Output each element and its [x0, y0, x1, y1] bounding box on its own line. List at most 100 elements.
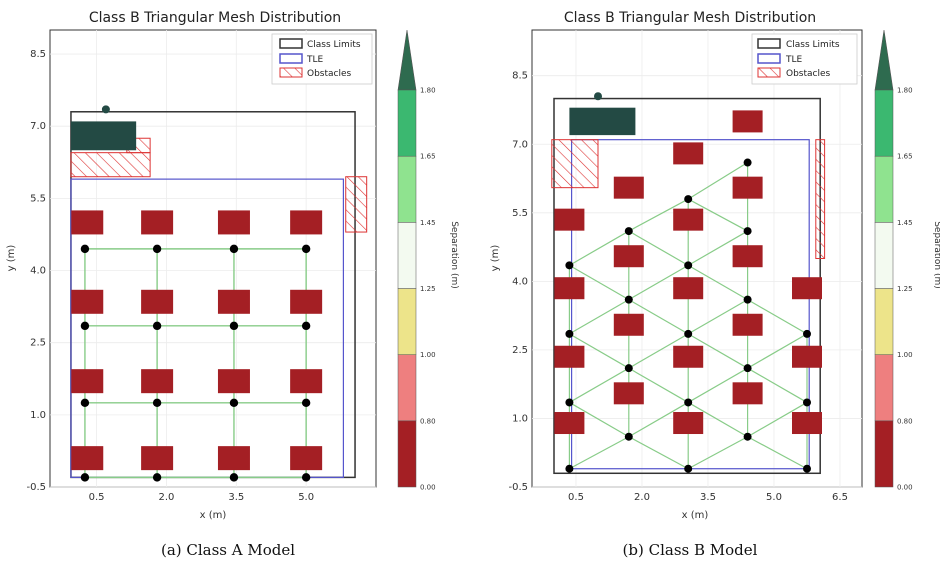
mesh-edge — [687, 230, 748, 266]
mesh-node — [565, 464, 574, 473]
rack-block — [732, 313, 763, 336]
mesh-node — [152, 321, 162, 331]
rack-block — [554, 208, 585, 231]
rack-block — [71, 210, 104, 235]
mesh-node — [565, 398, 574, 407]
mesh-node — [229, 321, 239, 331]
mesh-node — [803, 329, 811, 338]
rack-block — [554, 277, 585, 300]
rack-block — [217, 446, 250, 471]
mesh-node — [684, 464, 693, 473]
rack-block — [792, 277, 822, 300]
mesh-node — [743, 364, 752, 373]
rack-block — [732, 245, 763, 268]
colorbar-extend-tip — [397, 29, 417, 91]
obstacle-region — [70, 152, 151, 178]
mesh-edge — [687, 299, 748, 335]
mesh-edge — [687, 367, 748, 403]
legend-class-limits-label: Class Limits — [786, 40, 840, 50]
mesh-node — [624, 295, 633, 304]
x-tick-label: 5.0 — [298, 492, 314, 503]
rack-block — [71, 446, 104, 471]
rack-block — [290, 369, 323, 394]
panel-b-chart: Class B Triangular Mesh Distribution 0.5… — [490, 10, 863, 521]
mesh-node — [229, 473, 239, 482]
mesh-edge — [747, 299, 808, 335]
panel-b-legend: Class Limits TLE Obstacles — [751, 33, 858, 85]
rack-block — [673, 277, 704, 300]
mesh-edge — [628, 230, 689, 266]
mesh-edge — [569, 264, 630, 301]
rack-block — [732, 176, 763, 199]
colorbar-segment — [874, 89, 894, 157]
mesh-edge — [747, 333, 808, 369]
panel-b-title: Class B Triangular Mesh Distribution — [564, 10, 816, 26]
mesh-edge — [747, 436, 808, 470]
mesh-edge — [687, 333, 748, 369]
panel-a-legend: Class Limits TLE Obstacles — [271, 33, 373, 85]
rack-block — [217, 289, 250, 314]
mesh-node — [684, 329, 693, 338]
colorbar-tick-label: 1.45 — [420, 219, 436, 227]
colorbar-segment — [397, 155, 417, 223]
mesh-node — [152, 473, 162, 482]
rack-block — [673, 208, 704, 231]
mesh-edge — [628, 264, 689, 301]
panel-a-axes-frame — [49, 29, 377, 488]
y-tick-label: 4.0 — [512, 276, 528, 287]
mesh-edge — [569, 436, 630, 470]
mesh-node — [80, 321, 90, 331]
mesh-node — [301, 398, 311, 408]
mesh-edge — [687, 162, 748, 200]
panel-a-chart: Class B Triangular Mesh Distribution 0.5… — [6, 10, 377, 521]
panel-a-colorbar: 0.00 0.80 1.00 1.25 1.45 1.65 1.80 — [397, 29, 436, 492]
colorbar-segment — [397, 89, 417, 157]
obstacle-region — [345, 176, 368, 233]
rack-block — [792, 345, 822, 368]
x-tick-label: 0.5 — [89, 492, 105, 503]
mesh-edge — [687, 264, 748, 301]
mesh-node — [80, 244, 90, 254]
rack-block — [673, 412, 704, 435]
colorbar-tick-label: 1.00 — [420, 351, 436, 359]
legend-obstacles-label: Obstacles — [307, 69, 352, 79]
mesh-edge — [569, 230, 630, 266]
colorbar-segment — [874, 420, 894, 488]
colorbar-segment — [874, 222, 894, 289]
equipment-marker — [101, 105, 110, 114]
colorbar-segment — [874, 155, 894, 223]
equipment-block — [70, 121, 137, 151]
colorbar-tick-label: 1.65 — [897, 153, 913, 161]
x-tick-label: 0.5 — [568, 492, 584, 503]
rack-block — [613, 313, 644, 336]
y-tick-label: 1.0 — [512, 413, 528, 424]
mesh-node — [229, 398, 239, 408]
legend-obstacles-swatch — [279, 67, 303, 78]
y-tick-label: 8.5 — [512, 71, 528, 82]
mesh-edge — [687, 436, 748, 470]
rack-block — [613, 245, 644, 268]
y-tick-label: 4.0 — [30, 266, 46, 277]
x-tick-label: 2.0 — [158, 492, 174, 503]
mesh-node — [229, 244, 239, 254]
legend-tle-swatch — [757, 53, 781, 64]
colorbar-segment — [874, 288, 894, 355]
rack-block — [290, 210, 323, 235]
colorbar-tick-label: 1.65 — [420, 153, 436, 161]
rack-block — [141, 210, 174, 235]
mesh-edge — [628, 367, 689, 403]
legend-class-limits-label: Class Limits — [307, 40, 361, 50]
mesh-edge — [628, 401, 689, 438]
obstacle-region — [815, 139, 826, 259]
x-tick-label: 3.5 — [228, 492, 244, 503]
colorbar-segment — [397, 222, 417, 289]
mesh-node — [80, 473, 90, 482]
x-tick-label: 2.0 — [634, 492, 650, 503]
mesh-node — [301, 244, 311, 254]
mesh-node — [684, 398, 693, 407]
mesh-node — [624, 227, 633, 236]
colorbar-tick-label: 0.80 — [420, 417, 436, 425]
mesh-node — [624, 364, 633, 373]
y-tick-label: -0.5 — [508, 482, 528, 493]
colorbar-segment — [397, 354, 417, 422]
